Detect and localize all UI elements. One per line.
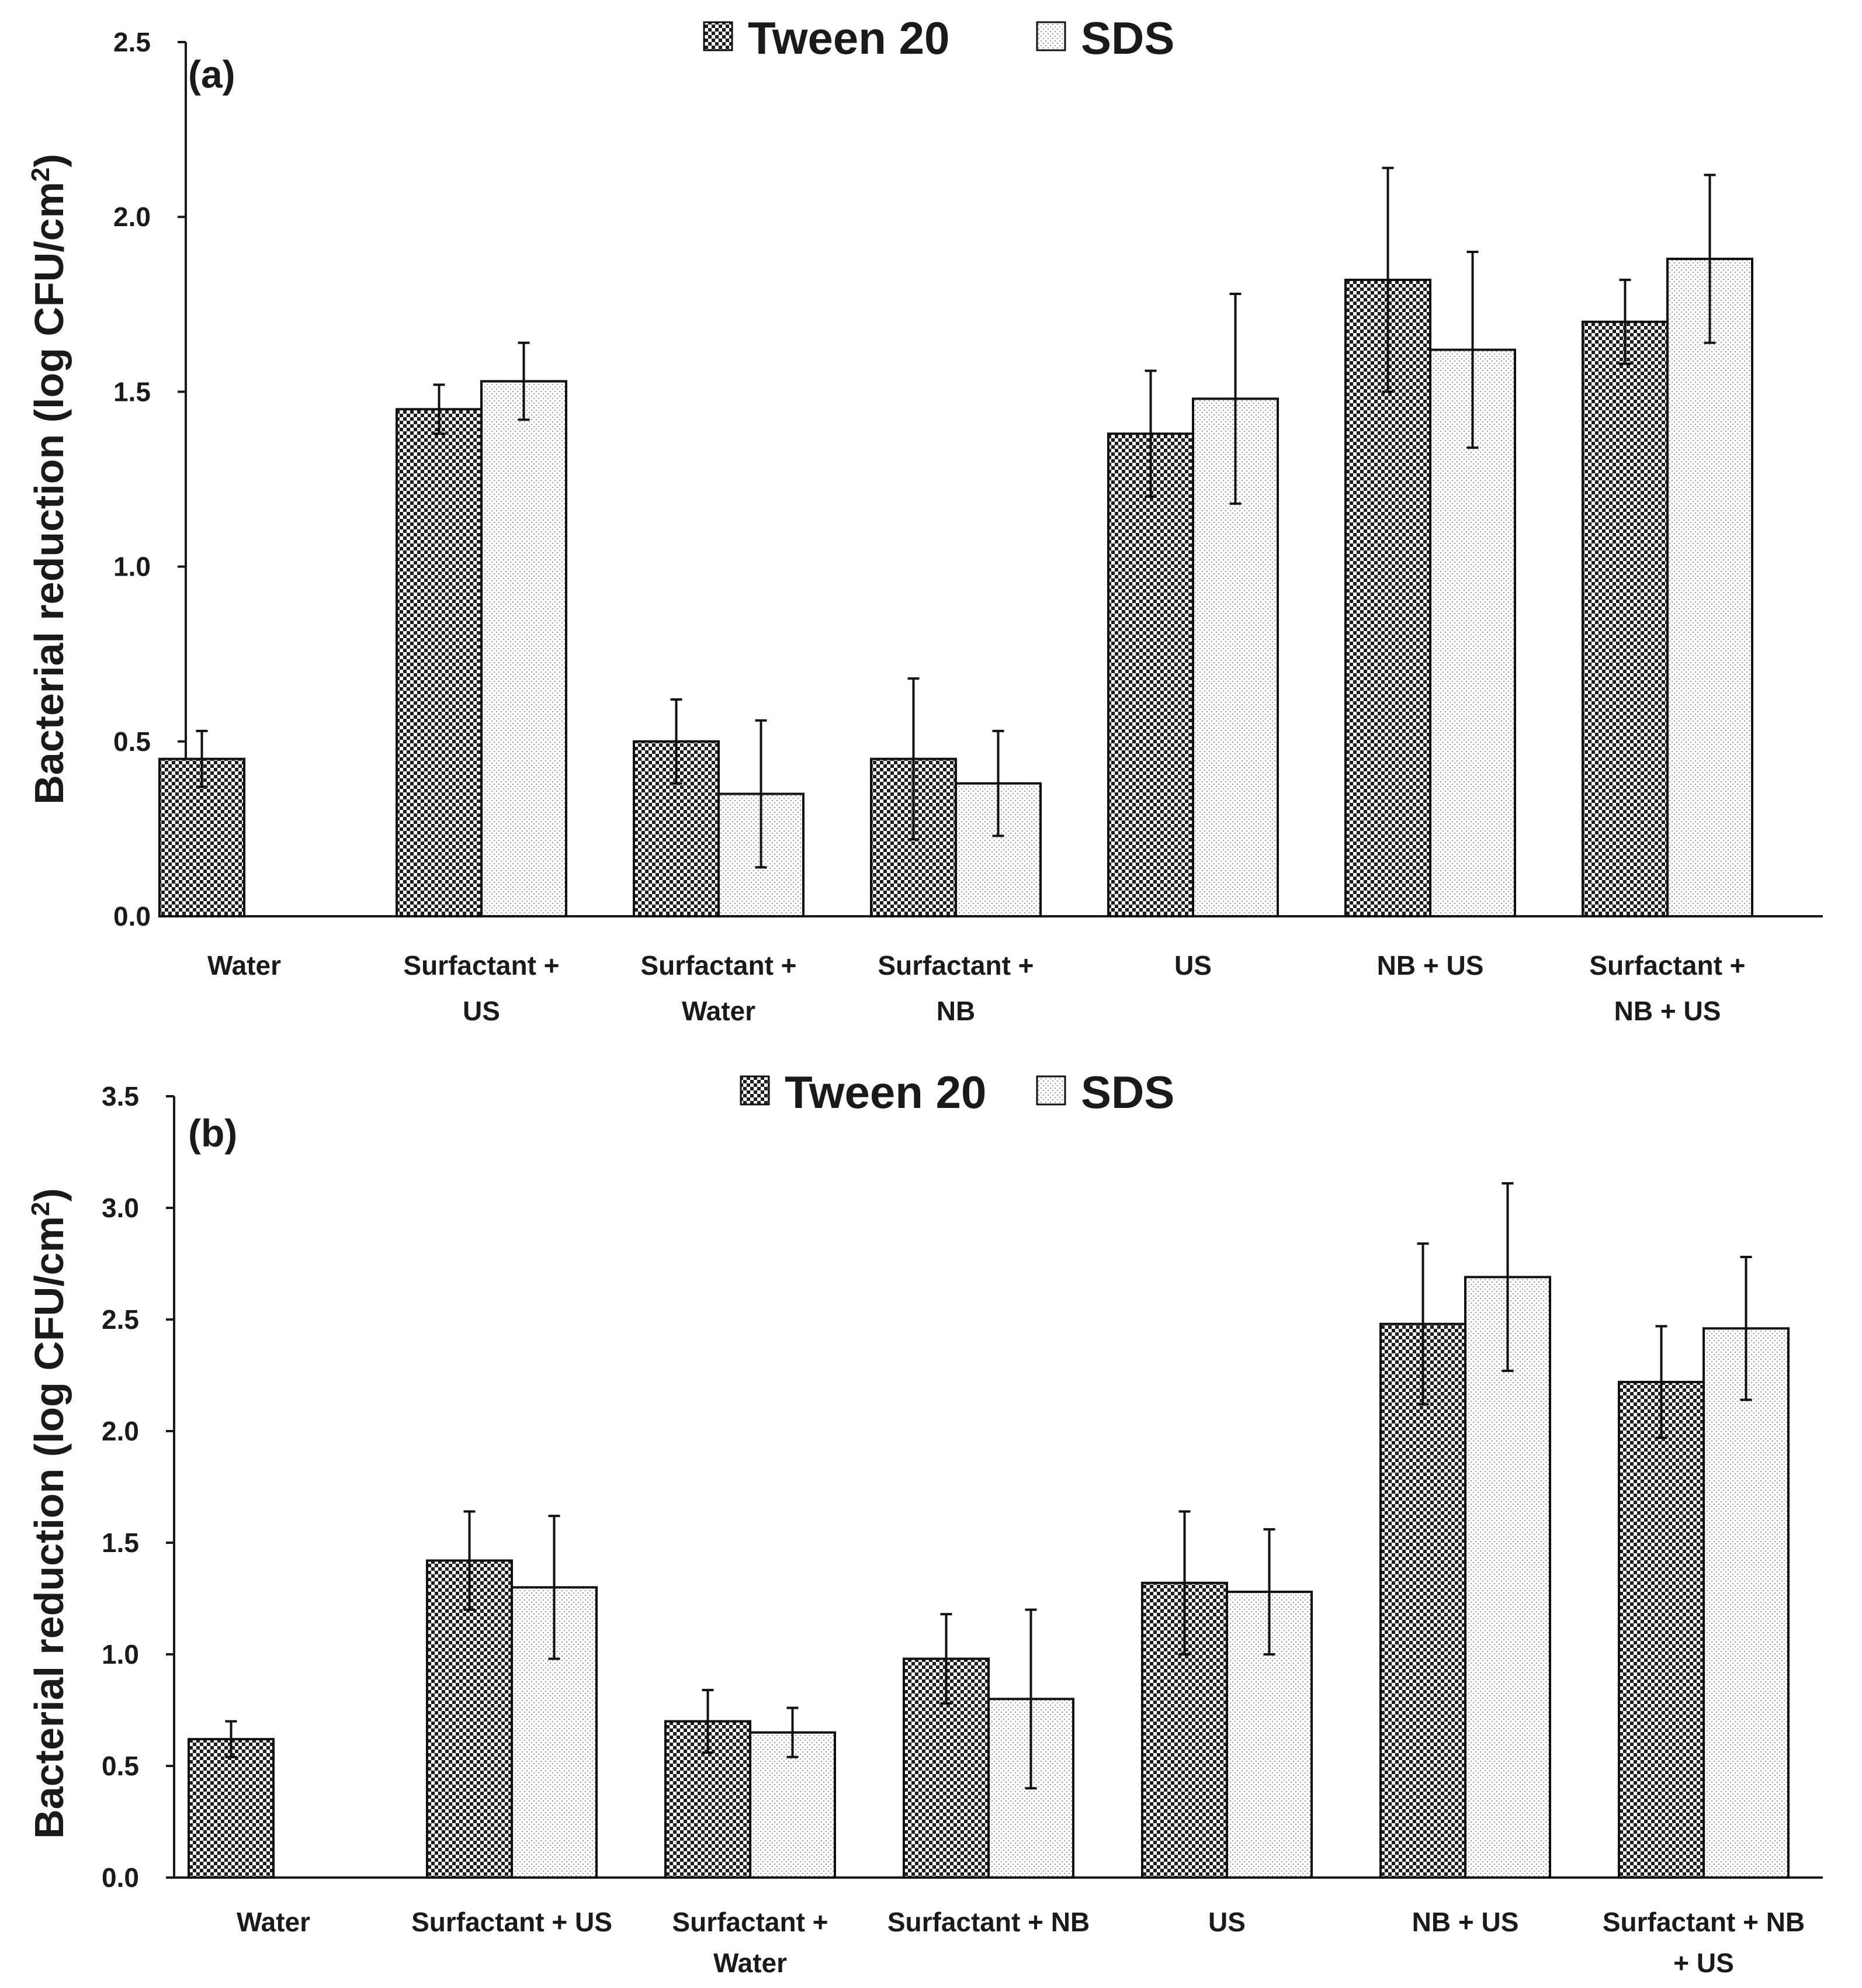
legend-sds-label: SDS (1081, 12, 1174, 64)
panel-b-error-bar (1740, 1256, 1752, 1401)
panel-a-plot: 0.0 0.5 1.0 1.5 2.0 2.5 Water Surfactant + US Sur… (113, 27, 1823, 1026)
panel-a-bar-tween (396, 408, 483, 917)
panel-a-category-label: Surfactant + (403, 950, 559, 981)
panel-a-error-bar (755, 719, 767, 869)
legend-tween-swatch (740, 1075, 770, 1106)
panel-b-category-label: US (1208, 1907, 1246, 1937)
panel-a: Tween 20 SDS (a) Bacterial reduction (lo… (26, 12, 1823, 1026)
panel-b-bar-tween (1379, 1322, 1466, 1879)
panel-b-category-label: Surfactant + NB (1603, 1907, 1805, 1937)
panel-a-error-bar (1229, 292, 1242, 505)
panel-a-error-bar (196, 729, 208, 788)
panel-a-y-tick-label: 2.0 (113, 202, 151, 232)
panel-b-category-label: Water (237, 1907, 310, 1937)
panel-a-error-bar (907, 677, 920, 841)
panel-b-plot: 0.0 0.5 1.0 1.5 2.0 2.5 3.0 3.5 Water Surfactant … (102, 1081, 1823, 1978)
panel-a-legend: Tween 20 SDS (703, 12, 1174, 64)
panel-b-label: (b) (188, 1111, 237, 1155)
panel-a-error-bar (433, 383, 445, 435)
legend-sds-swatch (1036, 21, 1066, 51)
panel-a-error-bar (670, 698, 682, 785)
panel-a-category-label: Water (682, 996, 755, 1026)
panel-b-ylabel: Bacterial reduction (log CFU/cm2) (26, 1188, 72, 1839)
panel-a-category-label: US (1174, 950, 1212, 981)
panel-a-bar-tween (1107, 432, 1194, 917)
panel-a-y-tick-label: 1.5 (113, 376, 151, 407)
panel-b-error-bar (225, 1720, 237, 1758)
panel-b-bar-sds (1703, 1327, 1790, 1879)
panel-b-legend: Tween 20 SDS (740, 1066, 1174, 1118)
panel-b-error-bar (1417, 1242, 1429, 1406)
panel-a-category-label: Surfactant + (640, 950, 796, 981)
panel-a-error-bar (1619, 278, 1631, 365)
panel-a-error-bar (1704, 174, 1716, 344)
panel-a-bar-tween (1344, 278, 1431, 917)
legend-tween-label: Tween 20 (785, 1066, 986, 1118)
legend-sds-label: SDS (1081, 1066, 1174, 1118)
panel-a-bar-sds (480, 380, 567, 917)
panel-b-error-bar (940, 1613, 952, 1705)
panel-b-category-label: Water (713, 1948, 787, 1978)
panel-a-category-label: NB (937, 996, 975, 1026)
panel-a-error-bar (1145, 369, 1157, 498)
panel-b-error-bar (1655, 1325, 1667, 1439)
panel-a-error-bar (518, 341, 530, 421)
panel-b-bar-tween (188, 1738, 275, 1879)
panel-b-error-bar (1263, 1528, 1275, 1655)
panel-a-bar-sds (1666, 258, 1753, 917)
panel-a-category-label: NB + US (1377, 950, 1484, 981)
panel-b-bar-sds (1464, 1276, 1551, 1879)
panel-b-error-bar (1178, 1510, 1191, 1655)
panel-a-category-label: Surfactant + (878, 950, 1034, 981)
panel-b-y-tick-label: 2.5 (102, 1304, 139, 1335)
panel-b-y-tick-label: 0.0 (102, 1862, 139, 1893)
panel-a-y-tick-label: 0.0 (113, 901, 151, 931)
panel-b-y-tick-label: 3.5 (102, 1081, 139, 1111)
panel-b-error-bar (702, 1689, 714, 1754)
panel-a-category-label: US (463, 996, 500, 1026)
panel-b-category-label: Surfactant + US (411, 1907, 612, 1937)
panel-a-error-bar (1466, 251, 1479, 449)
panel-b-error-bar (1025, 1608, 1037, 1790)
panel-b-y-tick-label: 1.5 (102, 1528, 139, 1558)
panel-b-y-tick-label: 0.5 (102, 1751, 139, 1781)
panel-b: Tween 20 SDS (b) Bacterial reduction (lo… (26, 1066, 1823, 1978)
panel-a-ylabel: Bacterial reduction (log CFU/cm2) (26, 154, 72, 805)
panel-b-y-tick-label: 2.0 (102, 1416, 139, 1446)
panel-a-y-tick-label: 2.5 (113, 27, 151, 57)
panel-a-error-bar (992, 729, 1004, 837)
panel-a-category-label: Surfactant + (1589, 950, 1745, 981)
panel-b-ylabel-sup: 2 (26, 1202, 55, 1216)
panel-b-y-tick-label: 1.0 (102, 1639, 139, 1670)
panel-a-error-bar (1382, 167, 1394, 393)
panel-b-error-bar (786, 1706, 799, 1758)
panel-b-error-bar (1502, 1182, 1514, 1372)
panel-b-category-label: Surfactant + (672, 1907, 828, 1937)
panel-b-category-label: NB + US (1412, 1907, 1519, 1937)
panel-a-category-label: NB + US (1614, 996, 1721, 1026)
legend-sds-swatch (1036, 1075, 1066, 1106)
legend-tween-label: Tween 20 (748, 12, 949, 64)
panel-a-label: (a) (188, 53, 235, 96)
panel-a-category-label: Water (207, 950, 281, 981)
panel-a-ylabel-sup: 2 (26, 168, 55, 182)
panel-b-bar-tween (1618, 1380, 1705, 1879)
panel-a-y-tick-label: 0.5 (113, 726, 151, 757)
panel-b-error-bar (463, 1510, 476, 1611)
panel-a-bar-tween (1582, 320, 1669, 917)
legend-tween-swatch (703, 21, 733, 51)
panel-b-error-bar (548, 1515, 560, 1660)
panel-b-category-label: + US (1673, 1948, 1734, 1978)
panel-b-category-label: Surfactant + NB (887, 1907, 1090, 1937)
panel-a-y-tick-label: 1.0 (113, 552, 151, 582)
panel-b-y-tick-label: 3.0 (102, 1193, 139, 1223)
